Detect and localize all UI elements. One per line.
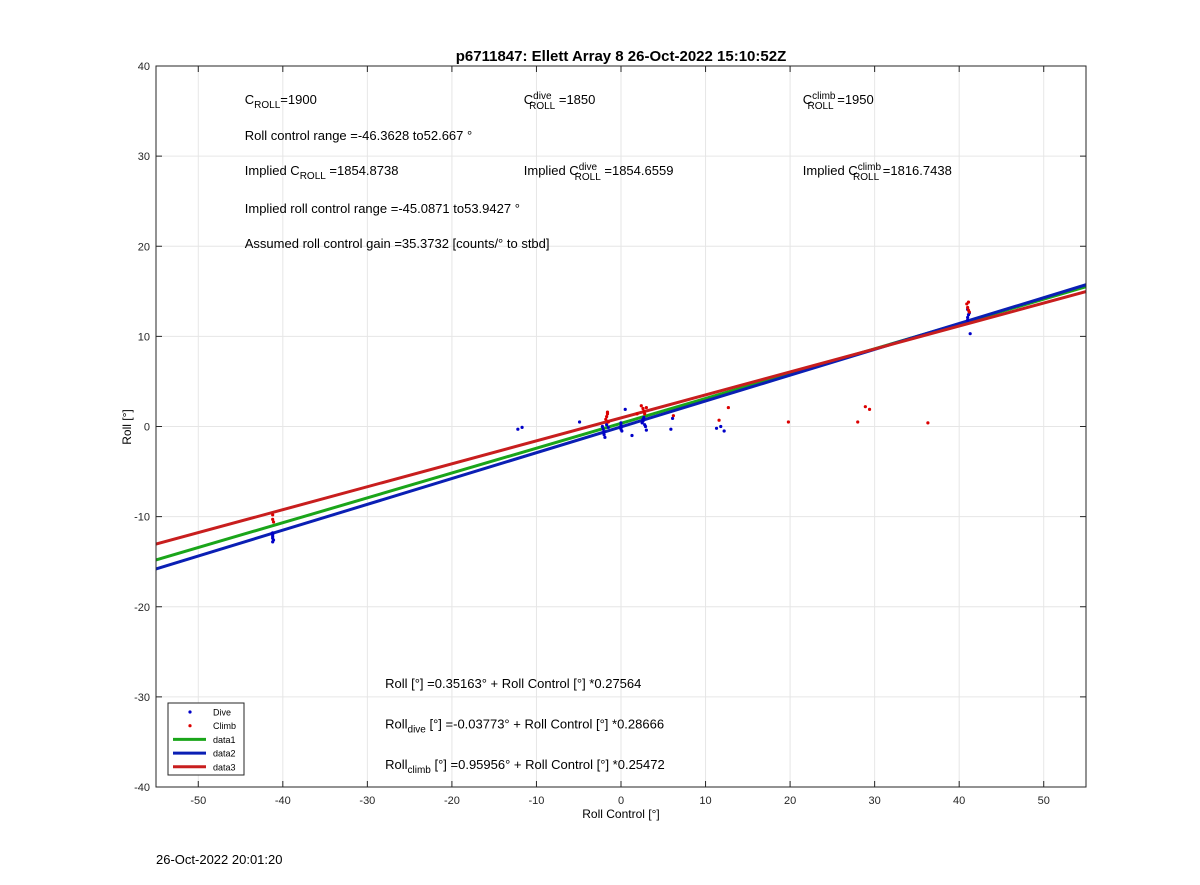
annotation-c-roll-dive: Cdive ROLL =1850 — [524, 91, 596, 112]
climb-point — [726, 405, 730, 410]
dive-point — [722, 429, 726, 433]
dive-point — [642, 415, 646, 420]
x-tick-label: 30 — [869, 795, 881, 807]
dive-point — [623, 407, 627, 411]
climb-point — [786, 420, 791, 424]
annotation-implied-c-roll-climb: Implied Cclimb ROLL =1816.7438 — [803, 162, 952, 183]
annotation-eq-roll: Roll [°] =0.35163° + Roll Control [°] *0… — [385, 676, 641, 691]
climb-point — [966, 305, 970, 310]
climb-point — [856, 420, 860, 424]
x-axis-label: Roll Control [°] — [582, 807, 660, 821]
dive-point — [605, 423, 609, 427]
x-tick-label: -50 — [190, 795, 206, 807]
annotation-implied-c-roll-dive: Implied Cdive ROLL =1854.6559 — [524, 162, 674, 183]
legend-marker-climb — [188, 724, 192, 728]
dive-point — [966, 315, 970, 320]
dive-point — [644, 428, 648, 432]
climb-point — [605, 414, 609, 419]
climb-point — [717, 418, 721, 422]
climb-point — [926, 421, 930, 425]
legend-marker-dive — [188, 710, 192, 714]
annotation-gain: Assumed roll control gain =35.3732 [coun… — [245, 236, 550, 251]
climb-point — [605, 410, 610, 414]
annotation-c-roll-climb: Cclimb ROLL =1950 — [803, 91, 874, 112]
annotation-c-roll: CROLL=1900 — [245, 92, 317, 111]
dive-point — [601, 427, 605, 431]
climb-point — [967, 310, 971, 314]
legend-label-dive: Dive — [213, 708, 231, 718]
dive-point — [602, 430, 606, 434]
climb-point — [271, 520, 276, 524]
climb-point — [635, 412, 639, 416]
dive-point — [968, 332, 972, 336]
dive-point — [520, 425, 524, 430]
dive-point — [606, 425, 610, 430]
y-tick-label: 10 — [138, 331, 150, 343]
dive-point — [669, 427, 673, 431]
x-tick-label: 0 — [618, 795, 624, 807]
footer-timestamp: 26-Oct-2022 20:01:20 — [156, 852, 283, 867]
y-tick-label: 40 — [138, 61, 150, 73]
legend-label-data2: data2 — [213, 749, 236, 759]
dive-point — [602, 433, 606, 437]
chart-title: p6711847: Ellett Array 8 26-Oct-2022 15:… — [456, 48, 786, 65]
dive-point — [600, 424, 605, 429]
climb-point — [639, 404, 643, 408]
dive-point — [271, 540, 275, 544]
fit-line-data3 — [156, 290, 1086, 546]
dive-point — [577, 420, 582, 424]
y-tick-label: -20 — [134, 602, 150, 614]
y-tick-label: -30 — [134, 692, 150, 704]
climb-point — [642, 409, 646, 413]
dive-point — [270, 532, 274, 536]
climb-point — [644, 405, 648, 410]
dive-point — [620, 429, 624, 433]
x-tick-label: -30 — [359, 795, 375, 807]
legend-label-data1: data1 — [213, 735, 236, 745]
legend: Dive Climb data1 data2 data3 — [167, 702, 245, 776]
dive-point — [719, 424, 723, 429]
x-tick-label: -10 — [529, 795, 545, 807]
dive-point — [714, 426, 719, 430]
climb-point — [271, 513, 275, 517]
dive-point — [619, 421, 623, 425]
annotation-roll-control-range: Roll control range =-46.3628 to52.667 ° — [245, 128, 472, 143]
climb-point — [671, 414, 676, 418]
y-tick-label: -10 — [134, 512, 150, 524]
y-tick-label: 0 — [144, 422, 150, 434]
dive-point — [966, 318, 970, 322]
annotation-implied-c-roll: Implied CROLL =1854.8738 — [245, 163, 399, 182]
y-tick-label: -40 — [134, 782, 150, 794]
climb-point — [863, 405, 867, 409]
data-layer — [156, 283, 1086, 571]
x-tick-label: 10 — [699, 795, 711, 807]
climb-point — [867, 407, 872, 411]
annotation-implied-range: Implied roll control range =-45.0871 to5… — [245, 201, 520, 216]
y-tick-label: 30 — [138, 151, 150, 163]
y-tick-label: 20 — [138, 241, 150, 253]
plot-area: -50 -40 -30 -20 -10 0 10 20 30 40 50 -40 -30 -20 -10 0 1… — [134, 61, 1087, 807]
annotation-eq-roll-climb: Rollclimb [°] =0.95956° + Roll Control [… — [385, 757, 665, 776]
x-tick-label: 40 — [953, 795, 965, 807]
x-tick-label: -40 — [275, 795, 291, 807]
climb-point — [966, 300, 971, 304]
annotation-eq-roll-dive: Rolldive [°] =-0.03773° + Roll Control [… — [385, 716, 664, 735]
x-tick-label: 20 — [784, 795, 796, 807]
dive-point — [516, 427, 520, 431]
x-tick-label: 50 — [1038, 795, 1050, 807]
dive-point — [603, 435, 607, 439]
legend-label-data3: data3 — [213, 762, 236, 772]
climb-point — [604, 417, 608, 421]
climb-point — [271, 517, 275, 521]
climb-point — [643, 412, 647, 416]
climb-point — [606, 420, 610, 424]
x-tick-label: -20 — [444, 795, 460, 807]
climb-point — [641, 406, 645, 411]
dive-point — [630, 433, 634, 438]
dive-point — [643, 424, 648, 429]
dive-point — [670, 416, 675, 420]
y-axis-label: Roll [°] — [120, 409, 134, 444]
legend-label-climb: Climb — [213, 721, 236, 731]
